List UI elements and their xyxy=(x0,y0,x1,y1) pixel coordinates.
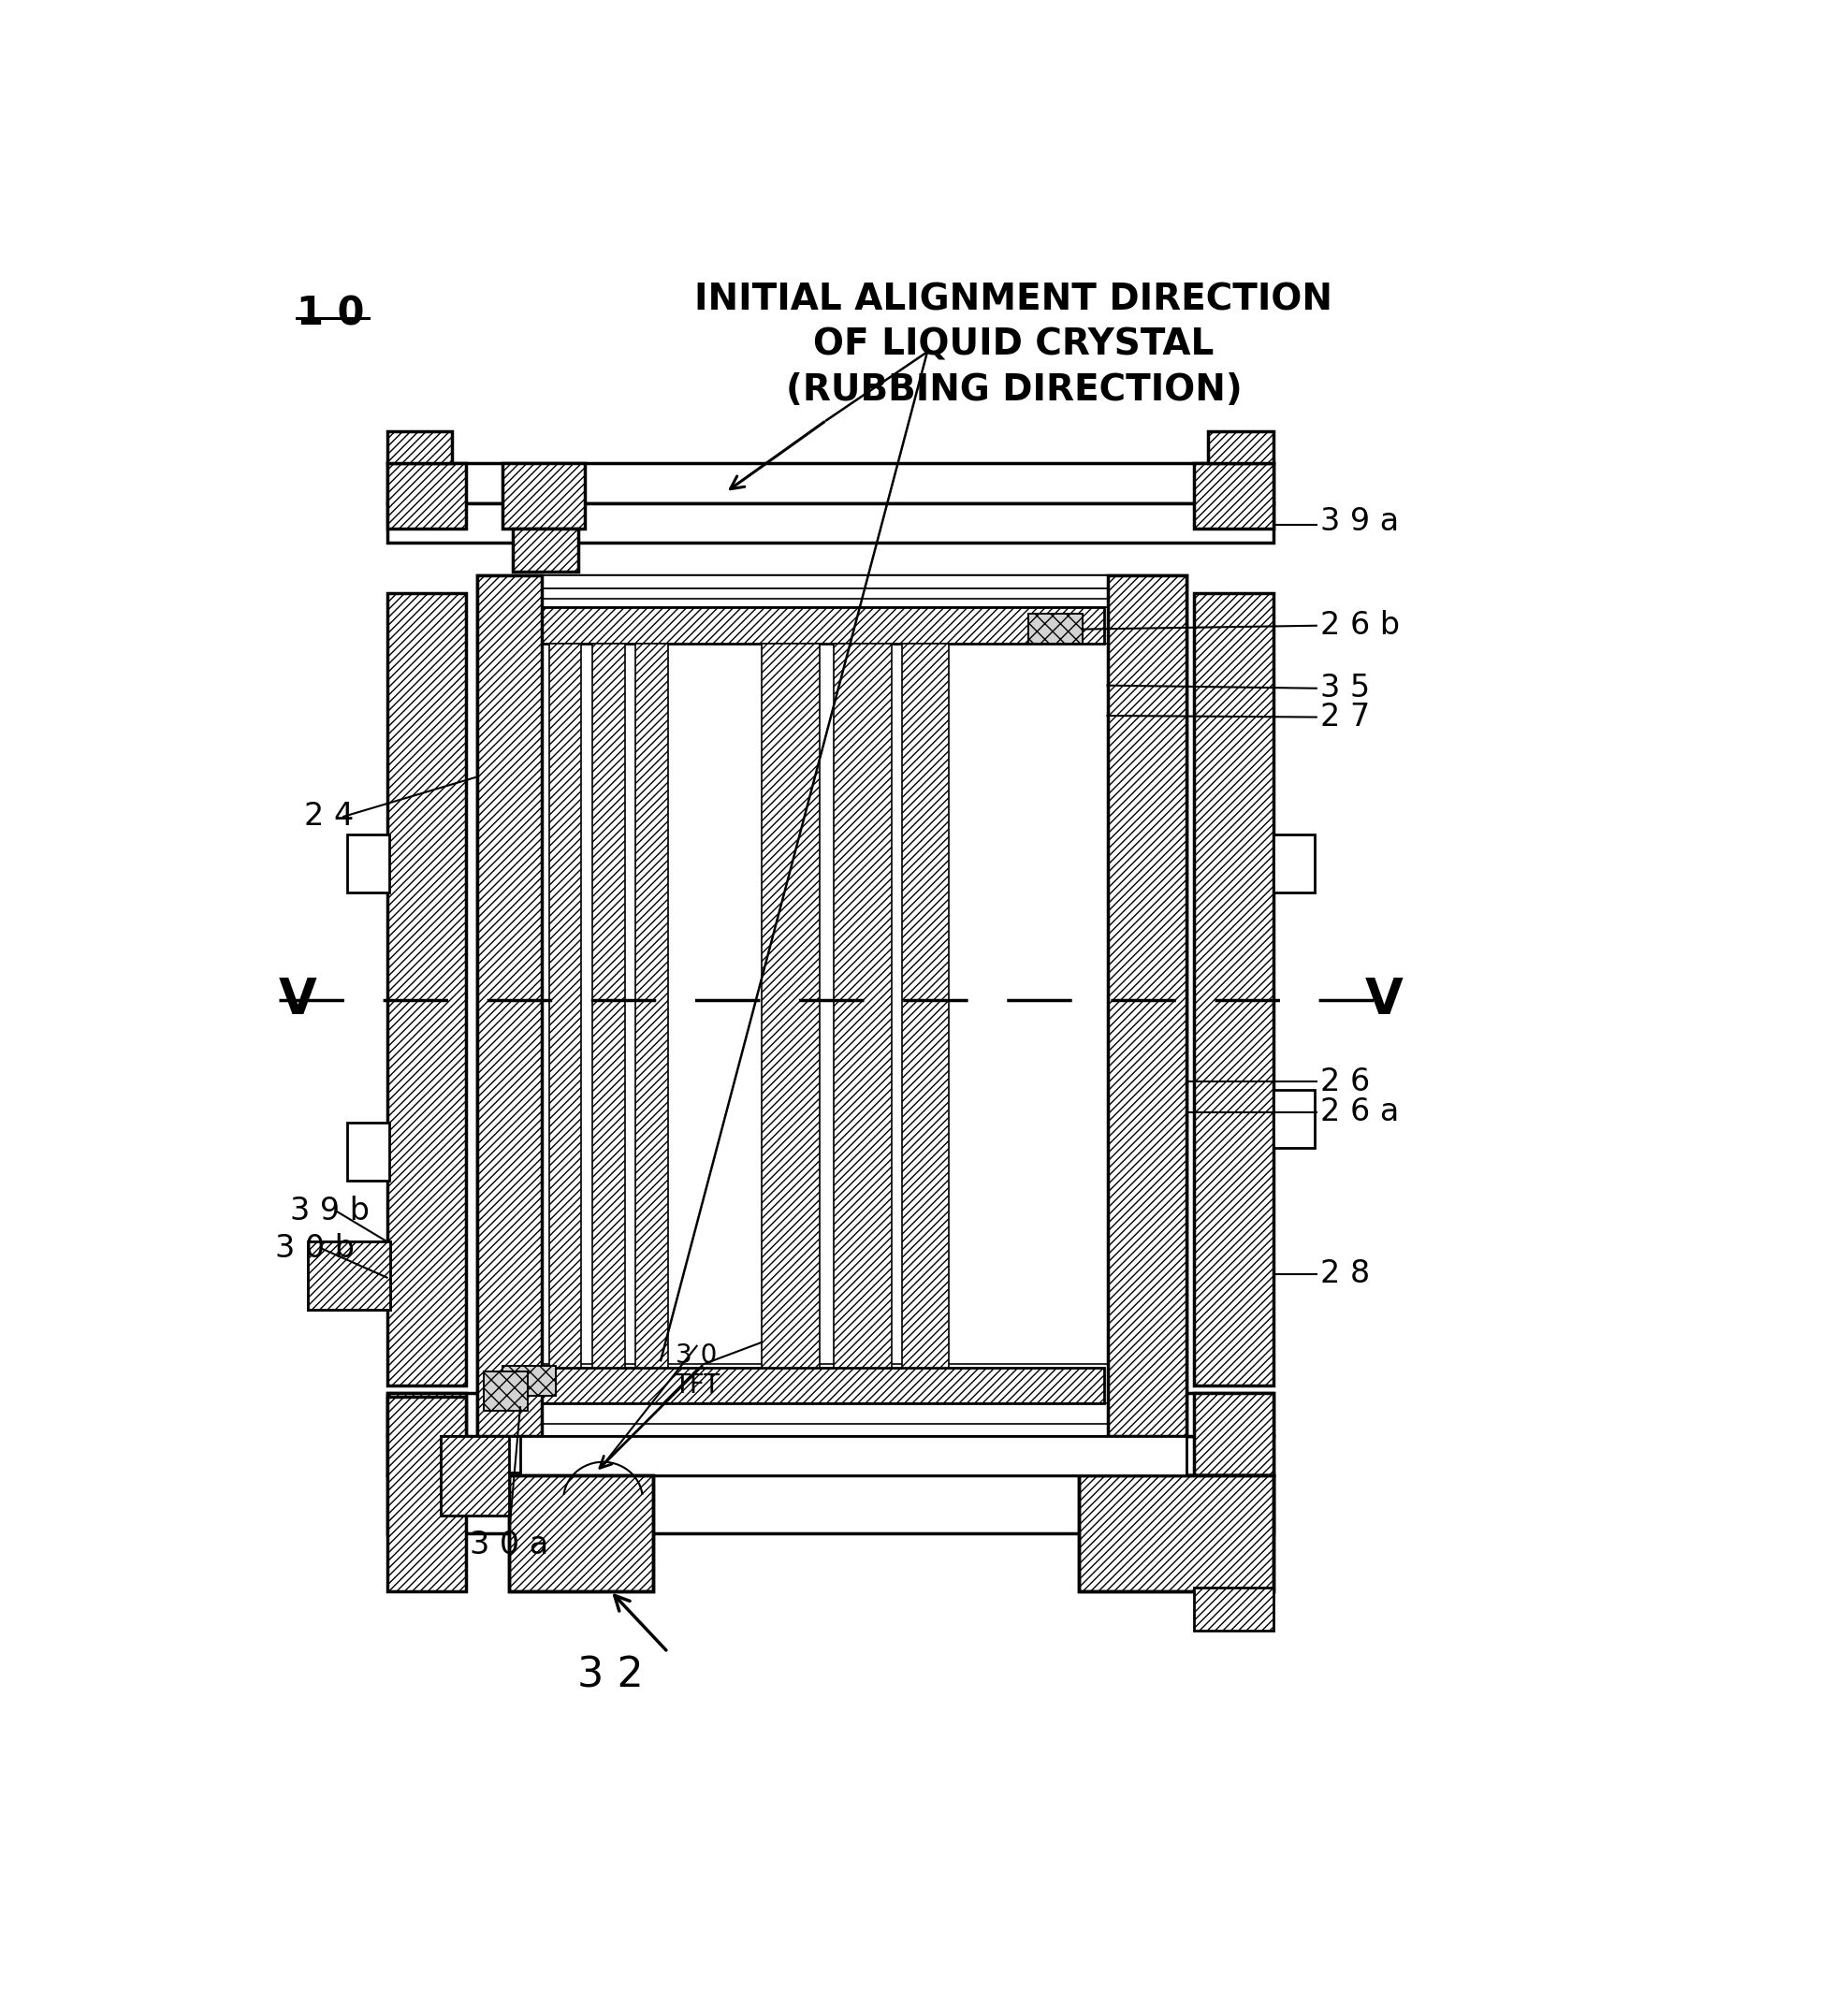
Bar xyxy=(1107,575,1186,1435)
Bar xyxy=(386,1393,1273,1435)
Bar xyxy=(477,575,1186,1435)
Bar xyxy=(307,1241,390,1309)
Bar xyxy=(902,643,948,1367)
Text: 3 0 a: 3 0 a xyxy=(469,1530,549,1560)
Bar xyxy=(386,1393,466,1475)
Bar xyxy=(510,1475,654,1592)
Text: 2 6 b: 2 6 b xyxy=(1319,611,1399,641)
Bar xyxy=(636,643,667,1367)
Bar xyxy=(307,1241,390,1309)
Text: 3 5: 3 5 xyxy=(1319,673,1369,705)
Bar xyxy=(1273,1091,1316,1147)
Bar xyxy=(442,1435,510,1516)
Bar xyxy=(1209,430,1273,464)
Bar xyxy=(386,593,466,1385)
Bar xyxy=(1079,1475,1273,1592)
Bar xyxy=(492,1367,1103,1403)
Bar xyxy=(591,643,625,1367)
Text: INITIAL ALIGNMENT DIRECTION
OF LIQUID CRYSTAL
(RUBBING DIRECTION): INITIAL ALIGNMENT DIRECTION OF LIQUID CR… xyxy=(695,282,1332,408)
Bar xyxy=(484,1371,527,1411)
Bar xyxy=(484,1371,527,1411)
Bar xyxy=(506,643,538,1367)
Bar xyxy=(549,643,582,1367)
Text: 2 6: 2 6 xyxy=(1319,1067,1369,1097)
Bar xyxy=(1194,593,1273,1385)
Bar xyxy=(386,1475,1273,1534)
Bar xyxy=(510,1475,654,1592)
Bar xyxy=(477,1423,1186,1435)
Bar xyxy=(1273,835,1316,893)
Bar xyxy=(477,589,1186,599)
Text: 2 8: 2 8 xyxy=(1319,1259,1369,1289)
Bar xyxy=(492,609,1103,643)
Bar xyxy=(1194,1393,1273,1475)
Bar xyxy=(347,835,390,893)
Bar xyxy=(514,529,578,573)
Bar xyxy=(833,643,891,1367)
Bar xyxy=(1194,464,1273,529)
Text: 3 9 a: 3 9 a xyxy=(1319,507,1399,537)
Bar xyxy=(477,575,541,1435)
Bar xyxy=(386,464,1273,503)
Bar xyxy=(1027,613,1083,643)
Bar xyxy=(1194,1588,1273,1630)
Bar xyxy=(477,575,1186,589)
Bar xyxy=(503,464,586,529)
Bar xyxy=(442,1471,510,1516)
Bar xyxy=(477,1435,1186,1475)
Bar xyxy=(386,1435,1273,1475)
Bar xyxy=(347,1123,390,1181)
Text: 2 7: 2 7 xyxy=(1319,701,1369,733)
Bar xyxy=(503,1365,556,1395)
Text: 3 2: 3 2 xyxy=(577,1656,643,1696)
Text: V: V xyxy=(1366,975,1404,1025)
Text: V: V xyxy=(279,975,318,1025)
Text: 2 6 a: 2 6 a xyxy=(1319,1097,1399,1127)
Text: 1 0: 1 0 xyxy=(298,294,364,334)
Bar xyxy=(442,1435,521,1471)
Text: 3 0
TFT: 3 0 TFT xyxy=(675,1343,719,1399)
Bar xyxy=(761,643,819,1367)
Text: 3 9 b: 3 9 b xyxy=(290,1195,370,1227)
Bar xyxy=(386,430,451,464)
Bar xyxy=(386,1395,466,1592)
Bar xyxy=(386,503,1273,543)
Text: 3 0 b: 3 0 b xyxy=(275,1233,355,1263)
Bar xyxy=(1027,613,1083,643)
Bar xyxy=(386,464,466,529)
Text: 2 4: 2 4 xyxy=(305,801,355,833)
Bar xyxy=(503,1365,556,1395)
Bar xyxy=(1079,1475,1273,1592)
